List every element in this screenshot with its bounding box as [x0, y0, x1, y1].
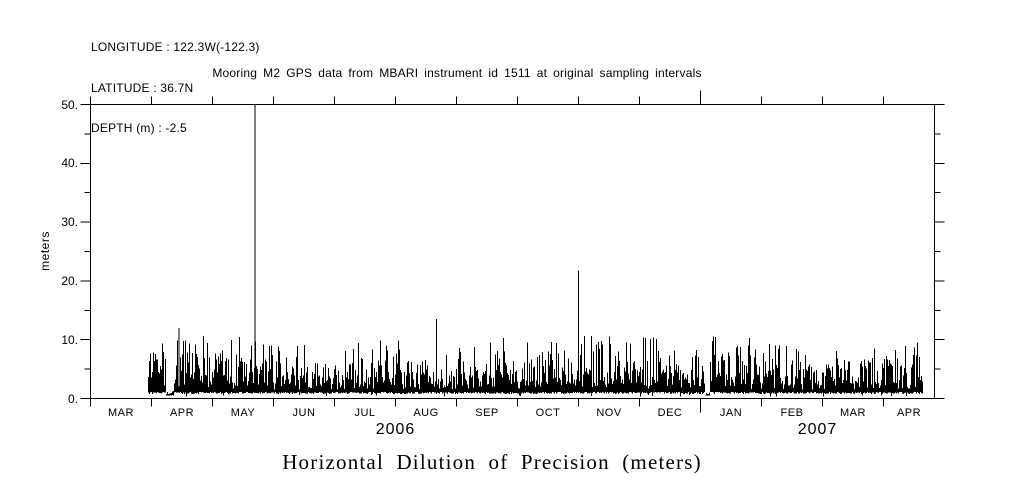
x-year-label: 2006	[375, 421, 416, 438]
x-month-label: APR	[169, 407, 195, 419]
y-tick-label: 0.	[67, 391, 78, 406]
x-month-label: OCT	[535, 407, 561, 419]
bottom-title: Horizontal Dilution of Precision (meters…	[282, 450, 702, 474]
x-month-label: MAR	[108, 407, 134, 419]
axis-frame-and-ticks	[80, 90, 945, 413]
y-tick-label: 50.	[61, 97, 78, 112]
x-month-label: JAN	[719, 407, 743, 419]
x-month-label: SEP	[475, 407, 499, 419]
x-month-label: FEB	[780, 407, 804, 419]
x-month-label: MAY	[230, 407, 256, 419]
y-tick-label: 40.	[61, 156, 78, 171]
x-month-label: DEC	[657, 407, 683, 419]
x-year-label: 2007	[797, 421, 838, 438]
y-tick-label: 20.	[61, 273, 78, 288]
x-month-label: AUG	[413, 407, 439, 419]
longitude-label: LONGITUDE : 122.3W(-122.3)	[91, 40, 260, 54]
x-month-label: JUN	[292, 407, 316, 419]
location-info: LONGITUDE : 122.3W(-122.3) LATITUDE : 36…	[91, 14, 260, 163]
x-month-label: JUL	[354, 407, 376, 419]
latitude-label: LATITUDE : 36.7N	[91, 80, 194, 95]
y-tick-label: 10.	[61, 332, 78, 347]
chart-title: Mooring M2 GPS data from MBARI instrumen…	[212, 66, 702, 80]
y-tick-label: 30.	[61, 215, 78, 230]
depth-label: DEPTH (m) : -2.5	[91, 121, 187, 135]
hdop-series	[148, 104, 923, 397]
x-month-label: NOV	[596, 407, 622, 419]
x-month-label: APR	[896, 407, 922, 419]
x-month-label: MAR	[840, 407, 866, 419]
